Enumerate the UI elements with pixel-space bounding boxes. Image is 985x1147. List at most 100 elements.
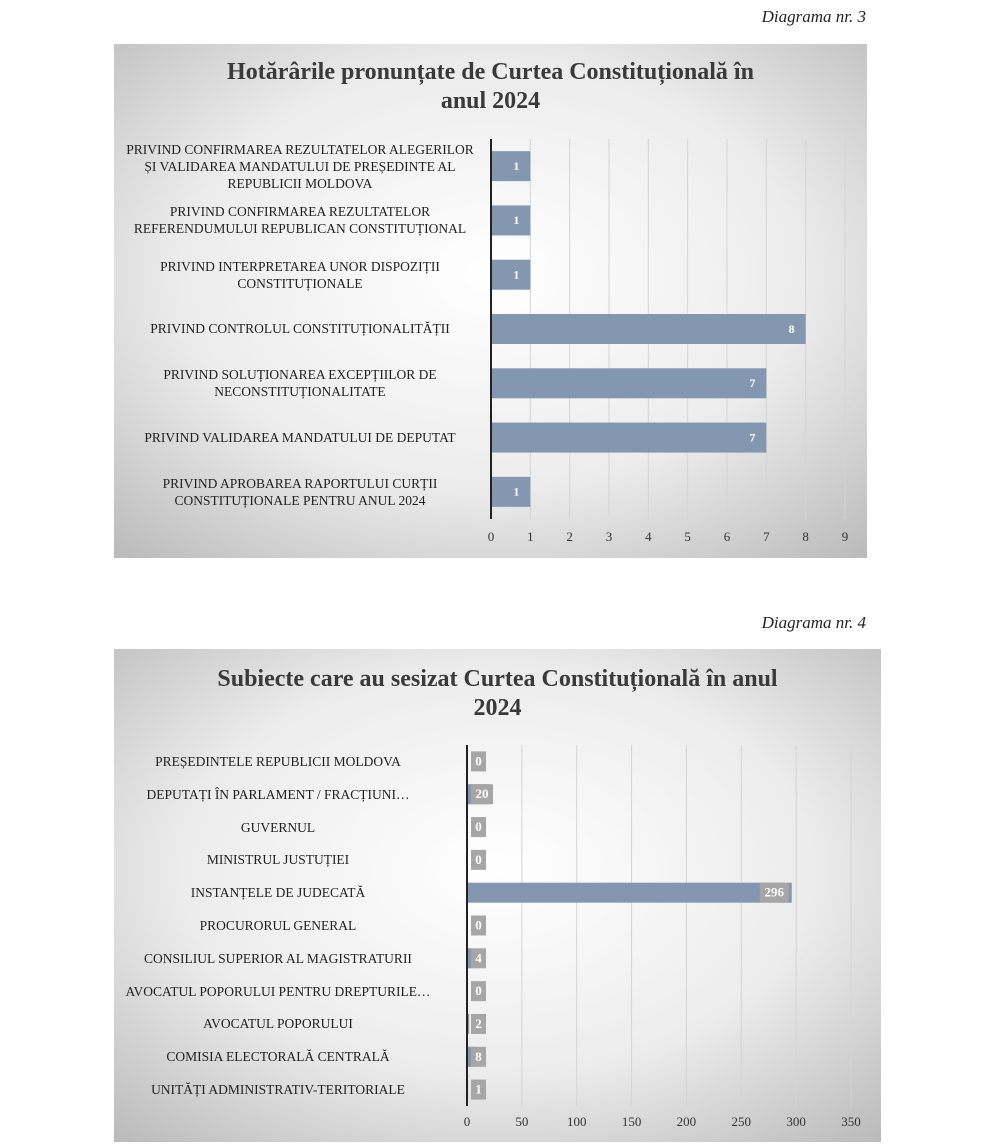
category-label-box: CONSILIUL SUPERIOR AL MAGISTRATURII — [144, 950, 412, 966]
value-label-box — [471, 817, 486, 838]
bar — [491, 314, 806, 344]
value-label-box — [759, 882, 789, 903]
category-label: PRIVIND CONTROLUL CONSTITUȚIONALITĂȚII — [150, 321, 450, 337]
category-label-box: PREȘEDINTELE REPUBLICII MOLDOVA — [155, 753, 401, 769]
x-tick-label: 300 — [786, 1114, 806, 1129]
category-label: INSTANȚELE DE JUDECATĂ — [190, 885, 366, 901]
value-label: 1 — [513, 213, 519, 227]
caption: Diagrama nr. 3 — [761, 7, 866, 26]
value-label: 1 — [513, 485, 519, 499]
value-label-box — [471, 1013, 486, 1034]
category-label-box: COMISIA ELECTORALĂ CENTRALĂ — [166, 1049, 390, 1065]
category-label-box: PRIVIND CONFIRMAREA REZULTATELOR REFEREN… — [133, 204, 467, 237]
x-tick-label: 0 — [464, 1114, 471, 1129]
category-label: PRIVIND CONFIRMAREA REZULTATELOR ALEGERI… — [126, 141, 474, 191]
value-label: 2 — [475, 1016, 482, 1031]
category-label-box: AVOCATUL POPORULUI — [203, 1016, 353, 1032]
x-tick-label: 0 — [488, 529, 495, 544]
value-label: 7 — [749, 376, 755, 390]
value-label: 20 — [476, 786, 489, 801]
value-label-box — [471, 948, 486, 969]
value-label: 0 — [475, 852, 482, 867]
category-label-box: GUVERNUL — [240, 819, 316, 835]
chart-title: Subiecte care au sesizat Curtea Constitu… — [217, 666, 778, 721]
category-label-box: INSTANȚELE DE JUDECATĂ — [190, 885, 366, 901]
value-label-box — [471, 784, 493, 805]
x-tick-label: 7 — [763, 529, 770, 544]
bar — [467, 948, 472, 969]
value-label: 0 — [475, 819, 482, 834]
category-label: PRIVIND CONFIRMAREA REZULTATELOR REFEREN… — [133, 204, 467, 237]
value-label: 0 — [475, 753, 482, 768]
category-label-box: PRIVIND SOLUȚIONAREA EXCEPȚIILOR DE NECO… — [163, 367, 437, 400]
category-label: AVOCATUL POPORULUI — [203, 1016, 353, 1032]
chart-title-box: Hotărârile pronunțate de Curtea Constitu… — [227, 59, 754, 114]
bar — [491, 368, 767, 399]
category-label: PREȘEDINTELE REPUBLICII MOLDOVA — [155, 753, 401, 769]
bar — [491, 259, 531, 290]
bar — [491, 151, 531, 182]
x-tick-label: 9 — [842, 529, 849, 544]
category-label: PROCURORUL GENERAL — [199, 917, 357, 933]
category-label-box: MINISTRUL JUSTUȚIEI — [206, 852, 350, 868]
bar — [467, 1013, 470, 1034]
category-label-box: DEPUTAȚI ÎN PARLAMENT / FRACȚIUNI… — [146, 786, 410, 802]
value-label: 0 — [475, 983, 482, 998]
x-tick-label: 3 — [606, 529, 613, 544]
category-label: UNITĂȚI ADMINISTRATIV-TERITORIALE — [151, 1082, 405, 1098]
value-label: 4 — [475, 950, 482, 965]
value-label: 8 — [789, 322, 795, 336]
category-label: PRIVIND INTERPRETAREA UNOR DISPOZIȚII CO… — [160, 258, 440, 291]
category-label: PRIVIND SOLUȚIONAREA EXCEPȚIILOR DE NECO… — [163, 367, 437, 400]
value-label: 1 — [513, 267, 519, 281]
category-label: DEPUTAȚI ÎN PARLAMENT / FRACȚIUNI… — [146, 786, 410, 802]
chart-title-box: Subiecte care au sesizat Curtea Constitu… — [217, 666, 778, 721]
value-label: 1 — [475, 1082, 482, 1097]
caption: Diagrama nr. 4 — [761, 613, 867, 632]
category-label: MINISTRUL JUSTUȚIEI — [206, 852, 350, 868]
category-label-box: PRIVIND VALIDAREA MANDATULUI DE DEPUTAT — [144, 430, 456, 446]
category-label: CONSILIUL SUPERIOR AL MAGISTRATURII — [144, 950, 412, 966]
value-label: 0 — [475, 917, 482, 932]
x-tick-label: 100 — [567, 1114, 587, 1129]
category-label: COMISIA ELECTORALĂ CENTRALĂ — [166, 1049, 390, 1065]
x-tick-label: 2 — [566, 529, 573, 544]
x-tick-label: 350 — [841, 1114, 861, 1129]
x-tick-label: 1 — [527, 529, 534, 544]
category-label: PRIVIND VALIDAREA MANDATULUI DE DEPUTAT — [144, 430, 456, 446]
category-label-box: PRIVIND APROBAREA RAPORTULUI CURȚII CONS… — [162, 475, 438, 508]
category-label-box: PRIVIND CONFIRMAREA REZULTATELOR ALEGERI… — [126, 141, 474, 191]
bar — [491, 422, 767, 453]
category-label-box: PROCURORUL GENERAL — [199, 917, 357, 933]
x-tick-label: 6 — [724, 529, 731, 544]
value-label-box — [471, 1079, 486, 1100]
value-label: 7 — [749, 430, 755, 444]
x-tick-label: 5 — [684, 529, 691, 544]
category-label: AVOCATUL POPORULUI PENTRU DREPTURILE… — [125, 983, 431, 999]
value-label-box — [471, 1046, 486, 1067]
value-label-box — [471, 915, 486, 936]
bar — [467, 882, 792, 903]
x-tick-label: 150 — [622, 1114, 642, 1129]
bar — [491, 476, 531, 507]
bar — [491, 205, 531, 236]
value-label: 1 — [513, 159, 519, 173]
value-label-box — [471, 849, 486, 870]
x-tick-label: 50 — [515, 1114, 528, 1129]
value-label: 8 — [475, 1049, 482, 1064]
value-label: 296 — [765, 885, 785, 900]
category-label: PRIVIND APROBAREA RAPORTULUI CURȚII CONS… — [162, 475, 438, 508]
category-label: GUVERNUL — [240, 819, 316, 835]
category-label-box: PRIVIND INTERPRETAREA UNOR DISPOZIȚII CO… — [160, 258, 440, 291]
category-label-box: AVOCATUL POPORULUI PENTRU DREPTURILE… — [125, 983, 431, 999]
value-label-box — [471, 751, 486, 772]
x-tick-label: 8 — [802, 529, 809, 544]
category-label-box: PRIVIND CONTROLUL CONSTITUȚIONALITĂȚII — [150, 321, 450, 337]
x-tick-label: 4 — [645, 529, 652, 544]
x-tick-label: 200 — [677, 1114, 697, 1129]
chart-title: Hotărârile pronunțate de Curtea Constitu… — [227, 59, 754, 114]
category-label-box: UNITĂȚI ADMINISTRATIV-TERITORIALE — [151, 1082, 405, 1098]
value-label-box — [471, 981, 486, 1002]
x-tick-label: 250 — [732, 1114, 752, 1129]
